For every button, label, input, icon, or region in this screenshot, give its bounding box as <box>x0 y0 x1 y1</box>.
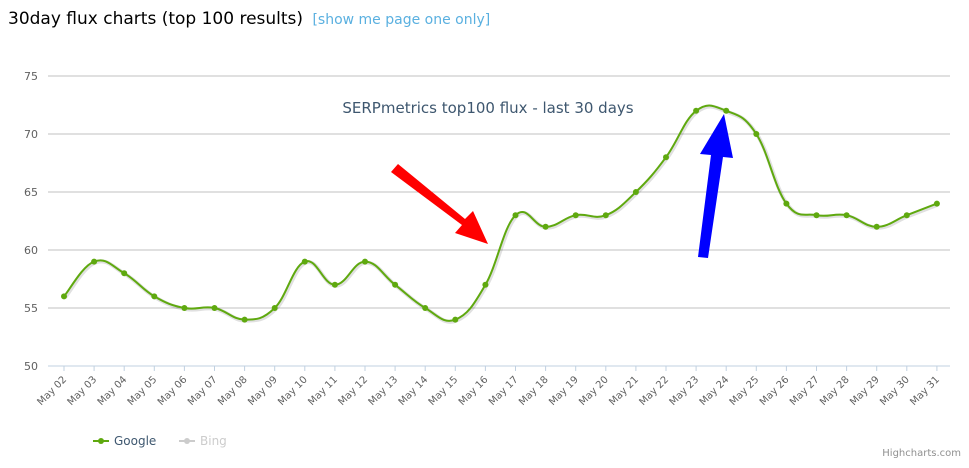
chart-title: SERPmetrics top100 flux - last 30 days <box>342 99 633 117</box>
data-point[interactable]: May 15: 54 <box>452 316 459 323</box>
x-tick-label: May 03 <box>66 374 100 408</box>
show-page-one-link[interactable]: [show me page one only] <box>312 12 491 28</box>
x-tick-label: May 10 <box>276 374 310 408</box>
data-point[interactable]: May 02: 56 <box>61 293 67 300</box>
legend-google-marker[interactable] <box>98 438 104 444</box>
data-point[interactable]: May 29: 62 <box>873 223 880 230</box>
x-tick-label: May 02 <box>35 374 69 408</box>
x-tick-label: May 09 <box>246 374 280 408</box>
y-axis: 50 55 60 65 70 75 <box>24 70 38 373</box>
series-google[interactable]: May 02: 56 May 03: 59 May 04: 58 May 05: 56… <box>61 104 940 324</box>
x-tick-label: May 15 <box>427 374 461 408</box>
red-arrow <box>391 164 488 244</box>
x-tick-label: May 30 <box>878 374 912 408</box>
data-point[interactable]: May 06: 55 <box>181 305 188 311</box>
data-point[interactable]: May 04: 58 <box>121 270 128 277</box>
legend-google-label[interactable]: Google <box>114 434 156 448</box>
y-tick-label: 65 <box>24 186 38 199</box>
x-tick-label: May 28 <box>818 374 852 408</box>
data-point[interactable]: May 19: 63 <box>572 212 579 219</box>
data-point[interactable]: May 28: 63 <box>843 212 850 219</box>
data-point[interactable]: May 12: 59 <box>362 258 368 265</box>
x-tick-label: May 31 <box>908 374 942 408</box>
data-point[interactable]: May 22: 68 <box>663 154 669 161</box>
data-point[interactable]: May 21: 65 <box>632 189 639 195</box>
x-tick-label: May 08 <box>216 374 250 408</box>
x-tick-label: May 17 <box>487 374 521 408</box>
data-point[interactable]: May 20: 63 <box>602 212 609 219</box>
page-header: 30day flux charts (top 100 results) [sho… <box>8 9 490 29</box>
data-point[interactable]: May 26: 64 <box>783 200 790 207</box>
y-tick-label: 55 <box>24 302 38 315</box>
blue-arrow <box>698 114 733 258</box>
legend-bing-label[interactable]: Bing <box>200 434 227 448</box>
x-tick-label: May 26 <box>758 374 792 408</box>
x-tick-label: May 12 <box>336 374 370 408</box>
data-point[interactable]: May 16: 57 <box>482 281 489 288</box>
x-tick-label: May 23 <box>668 374 702 408</box>
x-tick-label: May 06 <box>156 374 190 408</box>
data-point[interactable]: May 30: 63 <box>903 212 910 219</box>
data-point[interactable]: May 18: 62 <box>542 223 549 230</box>
data-point[interactable]: May 08: 54 <box>241 316 248 323</box>
x-tick-label: May 29 <box>848 374 882 408</box>
legend-bing-marker[interactable] <box>184 438 190 444</box>
data-point[interactable]: May 05: 56 <box>151 293 158 300</box>
y-tick-label: 50 <box>24 360 38 373</box>
data-point[interactable]: May 31: 64 <box>933 200 940 207</box>
data-point[interactable]: May 25: 70 <box>753 131 760 137</box>
page-title: 30day flux charts (top 100 results) <box>8 9 304 29</box>
data-point[interactable]: May 11: 57 <box>331 281 338 288</box>
x-tick-label: May 22 <box>637 374 671 408</box>
x-tick-label: May 05 <box>126 374 160 408</box>
y-tick-label: 75 <box>24 70 38 83</box>
legend: Google Bing <box>93 434 227 448</box>
data-point[interactable]: May 14: 55 <box>422 305 429 311</box>
x-tick-label: May 07 <box>186 374 220 408</box>
data-point[interactable]: May 13: 57 <box>392 281 399 288</box>
x-tick-label: May 20 <box>577 374 611 408</box>
data-point[interactable]: May 27: 63 <box>813 212 820 219</box>
x-tick-label: May 04 <box>96 374 130 408</box>
x-tick-label: May 14 <box>397 374 431 408</box>
x-tick-label: May 19 <box>547 374 581 408</box>
x-tick-label: May 21 <box>607 374 641 408</box>
data-point[interactable]: May 09: 55 <box>271 305 278 311</box>
data-point[interactable]: May 23: 72 <box>693 107 700 114</box>
x-tick-label: May 11 <box>306 374 340 408</box>
series-line-google[interactable] <box>63 104 938 322</box>
data-point[interactable]: May 07: 55 <box>211 305 218 311</box>
x-tick-label: May 16 <box>457 374 491 408</box>
x-tick-label: May 25 <box>728 374 762 408</box>
data-point[interactable]: May 10: 59 <box>301 258 308 265</box>
annotation-arrows <box>391 114 733 258</box>
x-tick-label: May 24 <box>698 374 732 408</box>
x-tick-label: May 27 <box>788 374 822 408</box>
grid-lines <box>48 75 950 367</box>
data-point[interactable]: May 24: 72 <box>723 107 730 114</box>
data-point[interactable]: May 17: 63 <box>512 212 519 219</box>
x-tick-label: May 18 <box>517 374 551 408</box>
data-point[interactable]: May 03: 59 <box>91 258 98 265</box>
y-tick-label: 70 <box>24 128 38 141</box>
x-tick-label: May 13 <box>367 374 401 408</box>
y-tick-label: 60 <box>24 244 38 257</box>
credits-link[interactable]: Highcharts.com <box>882 448 961 459</box>
